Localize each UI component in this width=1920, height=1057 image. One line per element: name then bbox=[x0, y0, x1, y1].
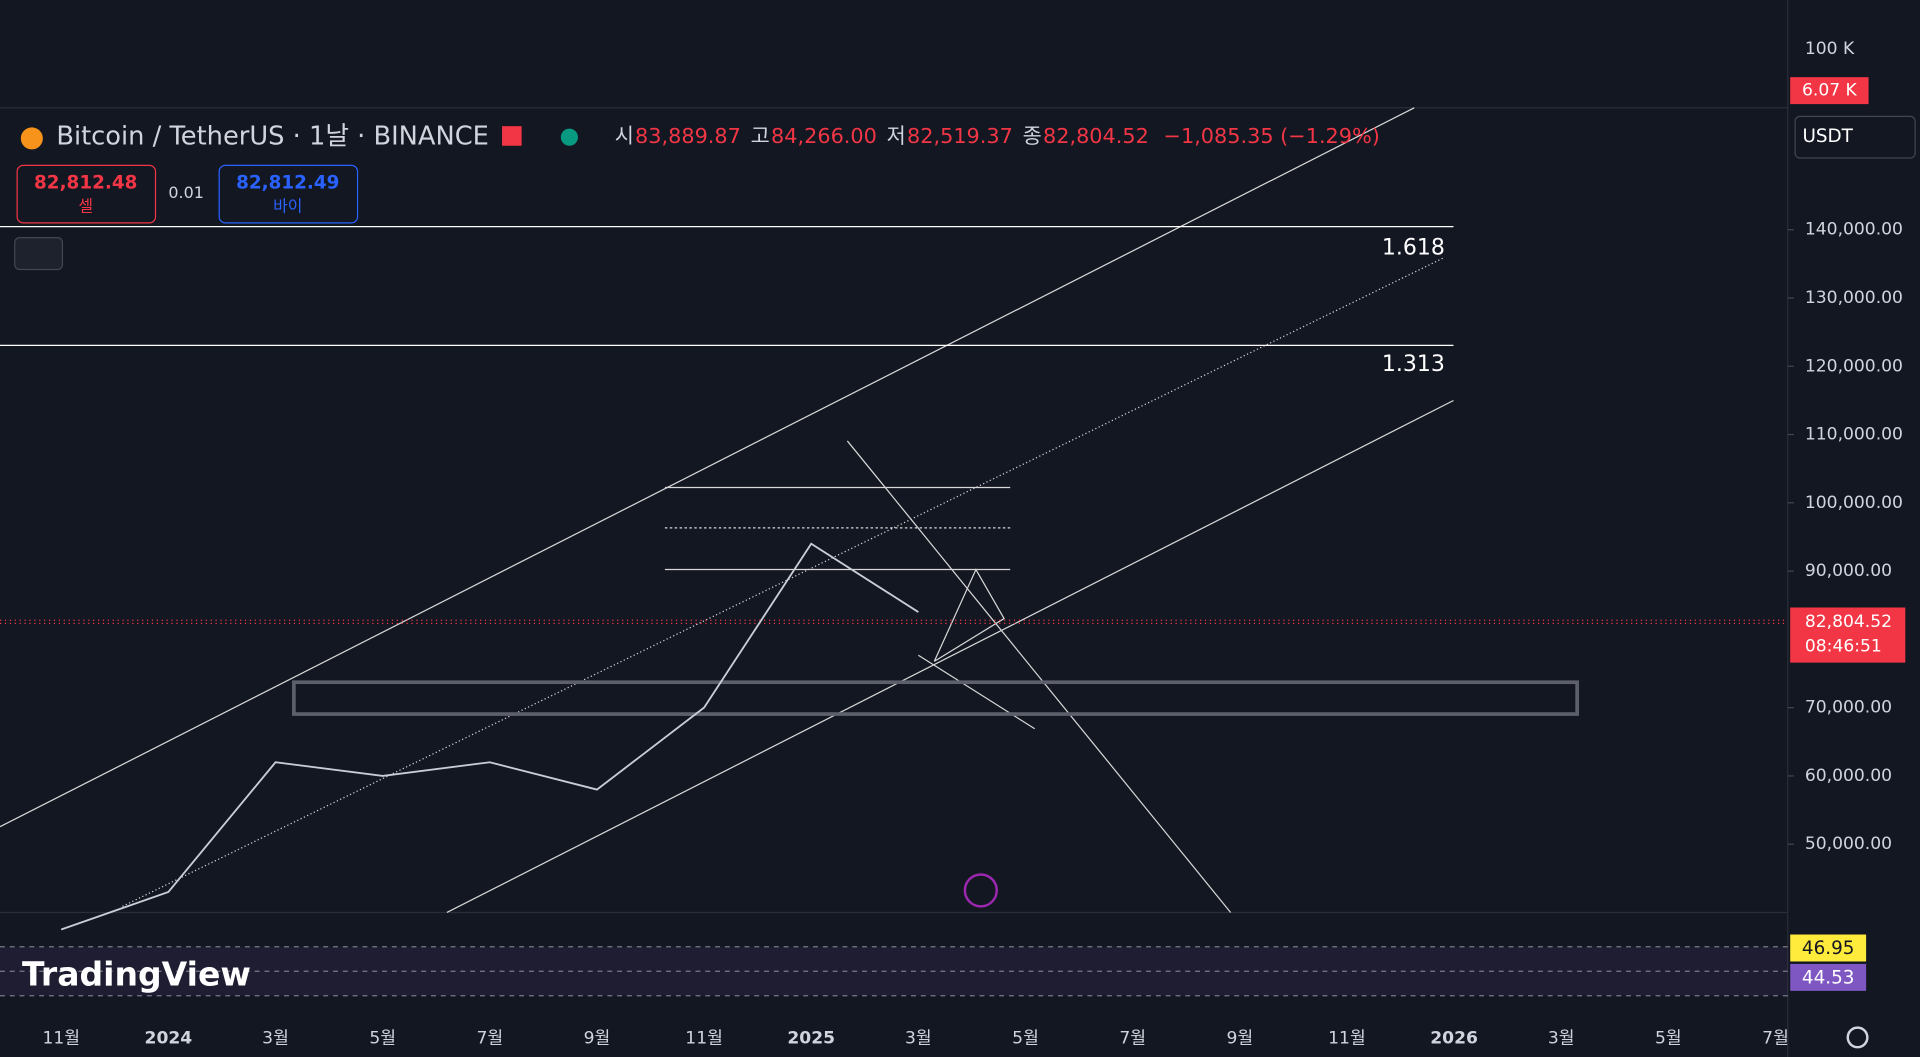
logo: TradingView bbox=[22, 955, 251, 994]
buy-button[interactable] bbox=[218, 164, 359, 224]
x-tick-label: 11월 bbox=[1328, 1029, 1366, 1049]
buy-price[interactable]: 82,812.49 bbox=[236, 173, 339, 194]
countdown: 08:46:51 bbox=[1805, 637, 1882, 657]
x-tick-label: 5월 bbox=[1655, 1029, 1682, 1049]
currency-select[interactable] bbox=[1794, 115, 1916, 159]
rsi-signal-badge bbox=[1790, 934, 1867, 962]
symbol-icon bbox=[20, 127, 43, 150]
fib-label: 1.313 bbox=[1382, 352, 1445, 377]
drawings bbox=[0, 107, 1788, 914]
x-tick-label: 7월 bbox=[1762, 1029, 1789, 1049]
sell-label[interactable]: 셀 bbox=[78, 196, 93, 215]
volume-scale: 100 K bbox=[1805, 39, 1855, 59]
x-tick-label: 2026 bbox=[1430, 1029, 1478, 1049]
trend-line bbox=[918, 654, 1036, 730]
trend-line bbox=[846, 440, 1232, 913]
rsi-value: 44.53 bbox=[1802, 968, 1855, 989]
spread: 0.01 bbox=[168, 183, 203, 202]
y-tick-label: 100,000.00 bbox=[1805, 493, 1903, 513]
x-tick-label: 7월 bbox=[476, 1029, 503, 1049]
x-tick-label: 2025 bbox=[787, 1029, 835, 1049]
y-tick-label: 110,000.00 bbox=[1805, 425, 1903, 445]
x-tick-label: 11월 bbox=[42, 1029, 80, 1049]
ohlc-label: 시 bbox=[615, 124, 634, 148]
alert-icon[interactable] bbox=[963, 873, 998, 908]
wedge bbox=[933, 568, 1005, 662]
ohlc-value: 82,519.37 bbox=[907, 124, 1013, 148]
zone-box bbox=[292, 680, 1579, 716]
y-tick-label: 60,000.00 bbox=[1805, 766, 1892, 786]
sell-button[interactable] bbox=[16, 164, 157, 224]
market-status bbox=[560, 128, 578, 146]
x-tick-label: 5월 bbox=[1012, 1029, 1039, 1049]
x-tick-label: 3월 bbox=[1548, 1029, 1575, 1049]
collapse-button[interactable] bbox=[14, 236, 64, 271]
volume-last: 6.07 K bbox=[1802, 81, 1858, 101]
rsi-signal: 46.95 bbox=[1802, 938, 1855, 959]
rsi-badge bbox=[1790, 963, 1867, 991]
channel-line bbox=[446, 399, 1454, 914]
sell-price[interactable]: 82,812.48 bbox=[34, 173, 137, 194]
ohlc-value: 82,804.52 bbox=[1043, 124, 1149, 148]
currency[interactable]: USDT bbox=[1802, 126, 1853, 147]
x-tick-label: 2024 bbox=[145, 1029, 193, 1049]
ohlc-label: 고 bbox=[751, 124, 770, 148]
x-tick-label: 3월 bbox=[262, 1029, 289, 1049]
x-tick-label: 9월 bbox=[1226, 1029, 1253, 1049]
y-tick-label: 50,000.00 bbox=[1805, 834, 1892, 854]
change: −1,085.35 (−1.29%) bbox=[1164, 124, 1380, 148]
fib-label: 1.618 bbox=[1382, 236, 1445, 261]
channel-mid bbox=[122, 256, 1446, 907]
x-tick-label: 7월 bbox=[1119, 1029, 1146, 1049]
ohlc-label: 저 bbox=[887, 124, 906, 148]
flag[interactable] bbox=[502, 126, 522, 146]
y-tick-label: 140,000.00 bbox=[1805, 220, 1903, 240]
symbol[interactable]: Bitcoin / TetherUS · 1날 · BINANCE bbox=[56, 122, 489, 152]
y-tick-label: 90,000.00 bbox=[1805, 561, 1892, 581]
y-tick-label: 70,000.00 bbox=[1805, 698, 1892, 718]
settings-icon[interactable] bbox=[1846, 1026, 1869, 1049]
x-tick-label: 9월 bbox=[584, 1029, 611, 1049]
ohlc-value: 84,266.00 bbox=[771, 124, 877, 148]
price-line bbox=[60, 542, 919, 931]
ohlc: 시 83,889.87 고 84,266.00 저 82,519.37 종 82,804.52 bbox=[615, 124, 1149, 148]
x-tick-label: 11월 bbox=[685, 1029, 723, 1049]
ohlc-label: 종 bbox=[1023, 124, 1042, 148]
channel-line bbox=[0, 107, 1415, 828]
x-tick-label: 5월 bbox=[369, 1029, 396, 1049]
volume-badge bbox=[1790, 77, 1869, 105]
y-tick-label: 130,000.00 bbox=[1805, 288, 1903, 308]
last-price: 82,804.52 bbox=[1805, 612, 1892, 632]
buy-label[interactable]: 바이 bbox=[273, 196, 302, 215]
ohlc-value: 83,889.87 bbox=[635, 124, 741, 148]
x-tick-label: 3월 bbox=[905, 1029, 932, 1049]
y-tick-label: 120,000.00 bbox=[1805, 356, 1903, 376]
price-badge bbox=[1790, 607, 1906, 663]
